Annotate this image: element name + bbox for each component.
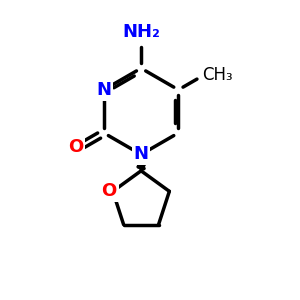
Text: N: N <box>96 81 111 99</box>
Text: CH₃: CH₃ <box>202 66 232 84</box>
Text: O: O <box>102 182 117 200</box>
Text: O: O <box>68 138 83 156</box>
Text: NH₂: NH₂ <box>122 23 160 41</box>
Text: N: N <box>134 146 148 164</box>
